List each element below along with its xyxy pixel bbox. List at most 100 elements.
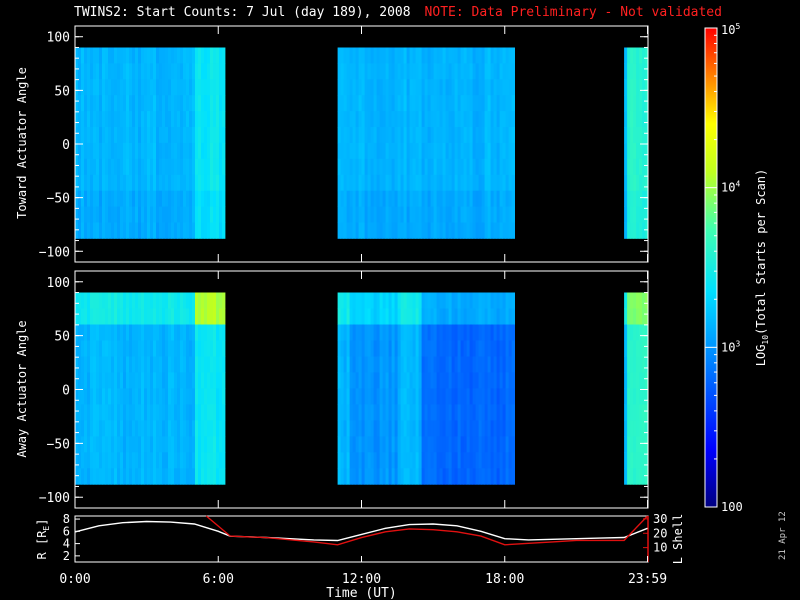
heatmap-cell [642,340,646,357]
heatmap-cell [349,142,353,160]
heatmap-cell [433,468,437,485]
heatmap-cell [499,95,503,112]
heatmap-cell [186,127,190,144]
heatmap-cell [466,452,470,469]
heatmap-cell [168,388,172,405]
heatmap-cell [189,206,193,223]
heatmap-cell [627,158,631,176]
heatmap-cell [460,404,464,421]
heatmap-cell [394,222,398,239]
heatmap-cell [373,356,377,373]
heatmap-cell [624,308,628,325]
heatmap-cell [207,63,211,80]
heatmap-cell [427,63,431,80]
heatmap-cell [213,63,217,80]
heatmap-cell [99,95,103,112]
heatmap-cell [487,174,491,192]
heatmap-cell [427,308,431,325]
heatmap-cell [165,95,169,112]
heatmap-cell [442,388,446,405]
heatmap-cell [111,340,115,357]
heatmap-cell [138,142,142,160]
heatmap-cell [156,79,160,96]
heatmap-cell [367,340,371,357]
heatmap-cell [639,47,643,64]
heatmap-cell [454,452,458,469]
heatmap-cell [78,47,82,64]
heatmap-cell [433,190,437,207]
heatmap-cell [141,222,145,239]
heatmap-cell [219,111,223,128]
heatmap-cell [183,340,187,357]
heatmap-cell [349,372,353,389]
heatmap-cell [207,372,211,389]
heatmap-cell [346,404,350,421]
heatmap-cell [385,47,389,64]
heatmap-cell [397,222,401,239]
heatmap-cell [642,356,646,373]
heatmap-cell [487,324,491,341]
heatmap-cell [75,452,79,469]
heatmap-cell [466,47,470,64]
heatmap-cell [409,388,413,405]
heatmap-cell [174,142,178,160]
heatmap-cell [159,190,163,207]
heatmap-cell [436,158,440,176]
heatmap-cell [207,452,211,469]
heatmap-cell [400,468,404,485]
heatmap-cell [153,308,157,325]
heatmap-cell [478,79,482,96]
heatmap-cell [418,174,422,192]
heatmap-cell [421,308,425,325]
heatmap-cell [469,158,473,176]
heatmap-cell [639,372,643,389]
heatmap-cell [120,95,124,112]
heatmap-cell [466,340,470,357]
heatmap-cell [496,436,500,453]
heatmap-cell [490,420,494,437]
heatmap-cell [376,79,380,96]
heatmap-cell [168,95,172,112]
heatmap-cell [430,79,434,96]
heatmap-cell [99,420,103,437]
heatmap-cell [376,127,380,144]
heatmap-cell [138,47,142,64]
heatmap-cell [207,292,211,309]
heatmap-cell [144,356,148,373]
heatmap-cell [349,420,353,437]
heatmap-cell [189,142,193,160]
heatmap-cell [198,404,202,421]
heatmap-cell [502,47,506,64]
heatmap-cell [123,292,127,309]
heatmap-cell [337,468,341,485]
heatmap-cell [481,63,485,80]
heatmap-cell [633,111,637,128]
heatmap-cell [385,404,389,421]
heatmap-cell [502,436,506,453]
heatmap-cell [183,190,187,207]
heatmap-cell [370,79,374,96]
heatmap-cell [96,292,100,309]
heatmap-cell [406,324,410,341]
heatmap-cell [195,308,199,325]
heatmap-cell [355,340,359,357]
heatmap-cell [349,111,353,128]
heatmap-cell [210,324,214,341]
heatmap-cell [627,127,631,144]
heatmap-cell [361,190,365,207]
heatmap-cell [397,324,401,341]
heatmap-cell [102,340,106,357]
heatmap-cell [370,340,374,357]
heatmap-cell [150,222,154,239]
heatmap-cell [624,158,628,176]
heatmap-cell [78,63,82,80]
heatmap-cell [358,468,362,485]
heatmap-cell [436,47,440,64]
heatmap-cell [147,372,151,389]
heatmap-cell [168,340,172,357]
heatmap-cell [639,436,643,453]
heatmap-cell [490,356,494,373]
heatmap-cell [442,452,446,469]
heatmap-cell [367,222,371,239]
heatmap-cell [427,158,431,176]
